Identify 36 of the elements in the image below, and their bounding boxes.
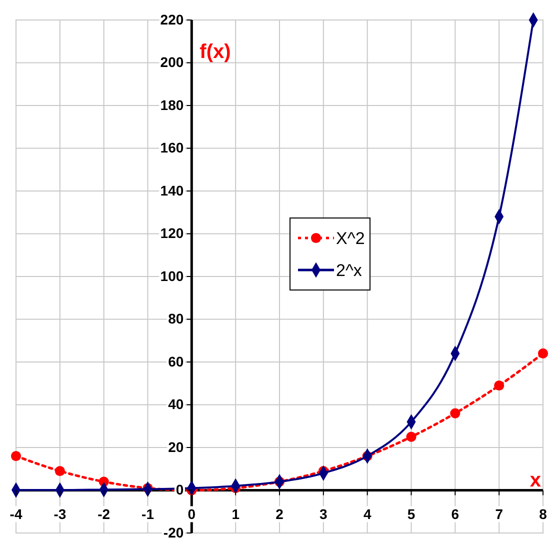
y-tick-label: 80 [168,310,184,327]
y-tick-label: 220 [160,11,184,28]
y-axis-title: f(x) [200,41,231,63]
y-tick-label: 40 [168,396,184,412]
x-tick-label: 0 [188,506,196,522]
x-tick-label: -4 [10,506,22,522]
y-tick-label: 140 [160,182,184,198]
y-tick-label: 180 [160,96,184,113]
point [538,348,548,358]
x-tick-label: -1 [142,506,154,522]
x-tick-label: 3 [320,506,328,522]
y-tick-label: 60 [168,353,184,370]
y-tick-label: 0 [176,482,184,498]
y-tick-label: 100 [160,268,184,284]
x-axis-title: x [530,469,541,492]
y-tick-label: 160 [160,140,184,156]
x-tick-label: 1 [232,506,240,522]
x-tick-label: 7 [495,506,504,522]
x-tick-label: 2 [276,506,284,522]
x-tick-label: 5 [407,506,416,522]
y-tick-label: 20 [168,438,184,455]
legend-label: 2^x [336,261,362,280]
x-tick-label: 4 [363,506,372,522]
x-tick-label: -2 [98,506,110,522]
point [54,466,65,476]
x-tick-label: 8 [539,506,548,522]
point [10,451,22,462]
y-tick-label: 120 [160,225,184,242]
x-tick-label: -3 [54,506,66,522]
point [494,380,504,391]
point [450,408,460,418]
x-tick-label: 6 [451,506,460,522]
y-tick-label: 200 [160,54,184,70]
legend-label: X^2 [336,229,365,248]
y-tick-label: -20 [163,524,184,538]
point [406,432,416,442]
